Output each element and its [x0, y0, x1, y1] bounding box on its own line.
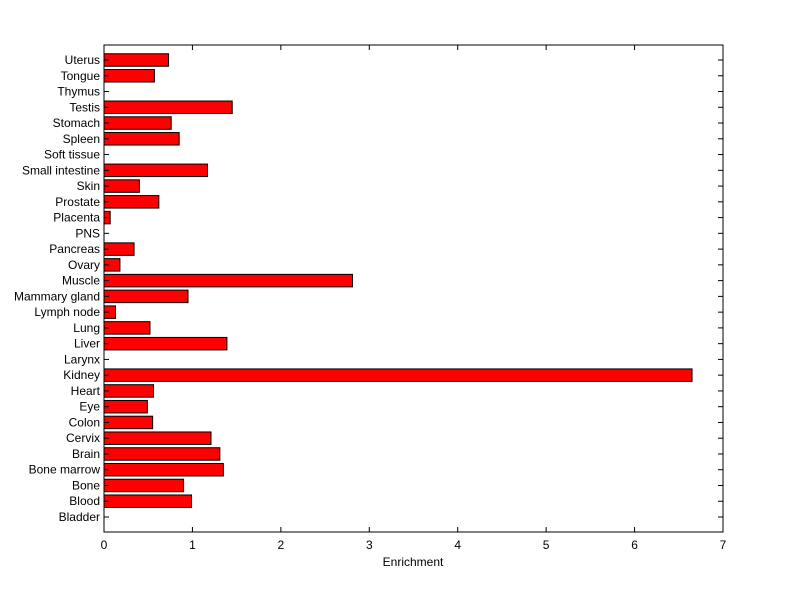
y-tick-label: Heart: [71, 384, 101, 398]
bar: [103, 53, 170, 67]
y-tick-label: Lung: [73, 321, 100, 335]
x-axis-label: Enrichment: [383, 555, 444, 569]
x-tick-label: 1: [189, 538, 196, 552]
y-tick-label: Uterus: [65, 53, 100, 67]
x-axis: 0 1 2 3 4 5 6 7: [101, 45, 727, 552]
y-tick-label: Spleen: [63, 132, 100, 146]
bar: [103, 179, 140, 193]
y-tick-label: Soft tissue: [44, 148, 100, 162]
plot-area-frame: [103, 44, 724, 533]
bar: [103, 116, 172, 130]
bar: [103, 336, 228, 351]
x-tick-label: 6: [631, 538, 638, 552]
y-tick-label: PNS: [75, 226, 100, 240]
bar: [103, 399, 148, 414]
y-tick-label: Muscle: [62, 274, 100, 288]
y-tick-label: Brain: [72, 447, 100, 461]
y-tick-label: Bone: [72, 478, 100, 492]
y-tick-label: Tongue: [61, 69, 101, 83]
y-tick-label: Kidney: [63, 368, 100, 382]
y-tick-label: Ovary: [68, 258, 100, 272]
bar: [103, 447, 221, 461]
x-tick-label: 2: [278, 538, 285, 552]
bar: [103, 321, 151, 335]
y-tick-label: Liver: [74, 337, 100, 351]
bar: [103, 195, 160, 209]
y-tick-label: Thymus: [57, 85, 100, 99]
bar: [103, 415, 154, 430]
x-tick-label: 7: [720, 538, 727, 552]
y-tick-label: Bladder: [59, 510, 100, 524]
y-tick-label: Placenta: [53, 211, 100, 225]
bar: [103, 132, 180, 146]
y-tick-label: Blood: [69, 494, 100, 508]
y-tick-label: Colon: [69, 415, 100, 429]
y-tick-label: Mammary gland: [14, 289, 100, 303]
x-tick-label: 5: [543, 538, 550, 552]
bar: [103, 273, 353, 288]
bar: [103, 163, 208, 178]
bar: [103, 384, 155, 398]
y-tick-label: Skin: [77, 179, 100, 193]
y-tick-label: Pancreas: [49, 242, 100, 256]
bar: [103, 69, 155, 83]
y-tick-label: Cervix: [66, 431, 100, 445]
y-tick-label: Eye: [79, 400, 100, 414]
y-tick-label: Larynx: [64, 352, 100, 366]
bars-group: [103, 53, 693, 508]
x-tick-label: 3: [366, 538, 373, 552]
bar: [103, 494, 193, 508]
y-tick-label: Bone marrow: [29, 463, 101, 477]
y-tick-label: Lymph node: [34, 305, 100, 319]
bar: [103, 368, 693, 382]
x-tick-label: 0: [101, 538, 108, 552]
y-tick-label: Small intestine: [22, 163, 100, 177]
bar: [103, 478, 185, 493]
bar: [103, 100, 233, 115]
bar: [103, 289, 189, 304]
bar: [103, 462, 224, 477]
y-tick-label: Testis: [69, 100, 100, 114]
y-tick-label: Prostate: [55, 195, 100, 209]
bar: [103, 431, 212, 445]
x-tick-label: 4: [454, 538, 461, 552]
y-tick-label: Stomach: [53, 116, 100, 130]
